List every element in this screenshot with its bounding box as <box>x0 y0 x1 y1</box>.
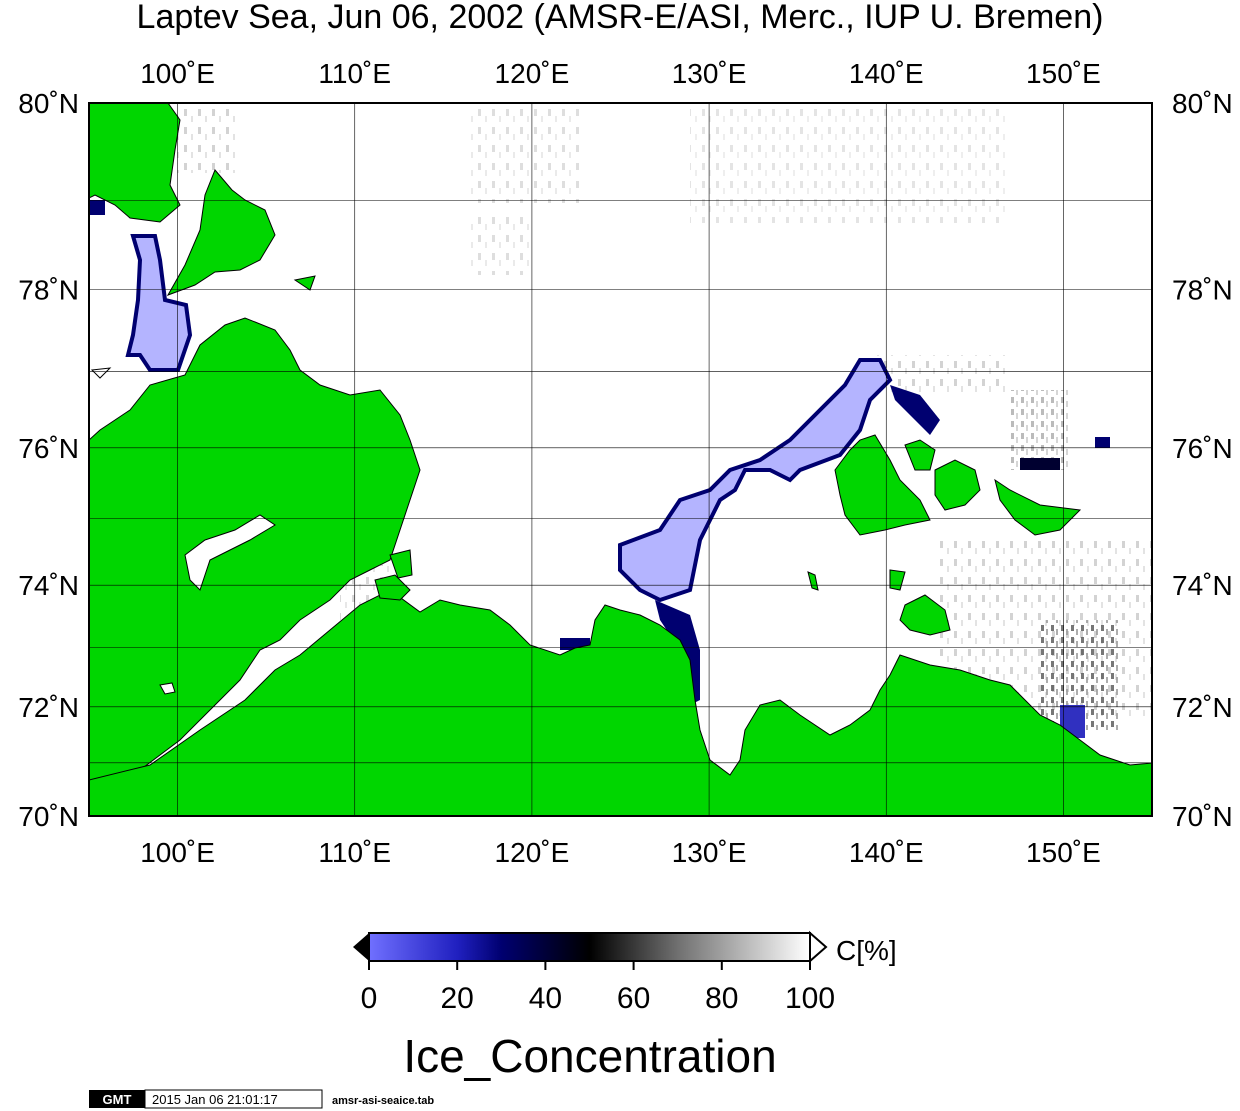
lon-label-top: 120˚E <box>495 58 570 89</box>
land-new-siberian-4 <box>994 478 1082 536</box>
gmt-logo-text: GMT <box>103 1092 132 1107</box>
graticule <box>89 103 1152 816</box>
map-frame <box>88 102 1153 817</box>
colorbar-right-arrow <box>809 930 828 964</box>
lat-labels-left: 80˚N 78˚N 76˚N 74˚N 72˚N 70˚N <box>18 88 79 832</box>
land-new-siberian-kotelny <box>834 434 931 536</box>
lat-label-left: 74˚N <box>18 570 79 601</box>
lat-label-left: 72˚N <box>18 692 79 723</box>
source-filename: amsr-asi-seaice.tab <box>332 1095 434 1107</box>
lon-label-top: 140˚E <box>849 58 924 89</box>
lat-label-left: 78˚N <box>18 275 79 306</box>
colorbar-scale <box>368 932 811 962</box>
colorbar-ticks: 0 20 40 60 80 100 <box>361 961 835 1015</box>
colorbar-tick-label: 80 <box>705 982 738 1015</box>
lat-label-left: 70˚N <box>18 801 79 832</box>
lon-label-bottom: 100˚E <box>140 837 215 868</box>
colorbar-left-arrow <box>353 933 369 961</box>
lon-label-bottom: 120˚E <box>495 837 570 868</box>
lat-label-right: 76˚N <box>1172 433 1233 464</box>
lon-label-bottom: 140˚E <box>849 837 924 868</box>
gmt-logo <box>89 1090 145 1108</box>
land-begichev <box>374 574 411 601</box>
lat-label-left: 80˚N <box>18 88 79 119</box>
colorbar-tick-label: 60 <box>617 982 650 1015</box>
lon-label-bottom: 110˚E <box>318 837 391 868</box>
timestamp: 2015 Jan 06 21:01:17 <box>152 1092 278 1107</box>
colorbar-tick-label: 100 <box>785 982 835 1015</box>
lat-label-right: 74˚N <box>1172 570 1233 601</box>
lon-label-top: 130˚E <box>672 58 747 89</box>
land-taymyr <box>89 317 421 791</box>
lon-label-top: 110˚E <box>318 58 391 89</box>
map-title: Laptev Sea, Jun 06, 2002 (AMSR-E/ASI, Me… <box>137 0 1104 36</box>
colorbar: 0 20 40 60 80 100 C[%] Ice_Concentration <box>353 930 897 1082</box>
lon-label-top: 150˚E <box>1026 58 1101 89</box>
footer: GMT 2015 Jan 06 21:01:17 amsr-asi-seaice… <box>89 1089 434 1109</box>
land-severnaya-zemlya <box>89 103 181 223</box>
land-new-siberian-2 <box>904 439 936 471</box>
lon-label-bottom: 150˚E <box>1026 837 1101 868</box>
lon-labels-bottom: 100˚E 110˚E 120˚E 130˚E 140˚E 150˚E <box>140 837 1101 868</box>
colorbar-unit: C[%] <box>836 935 897 966</box>
land-bolshevik-island <box>166 169 276 296</box>
lat-label-right: 80˚N <box>1172 88 1233 119</box>
colorbar-tick-label: 40 <box>529 982 562 1015</box>
lat-label-left: 76˚N <box>18 433 79 464</box>
lat-label-right: 72˚N <box>1172 692 1233 723</box>
lon-label-bottom: 130˚E <box>672 837 747 868</box>
land-small-island-1 <box>293 275 316 291</box>
lat-label-right: 78˚N <box>1172 275 1233 306</box>
lon-labels-top: 100˚E 110˚E 120˚E 130˚E 140˚E 150˚E <box>140 58 1101 89</box>
colorbar-tick-label: 20 <box>441 982 474 1015</box>
lon-label-top: 100˚E <box>140 58 215 89</box>
lakes <box>90 367 276 695</box>
timestamp-box <box>144 1089 323 1109</box>
land-new-siberian-3 <box>934 459 981 511</box>
colorbar-tick-label: 0 <box>361 982 378 1015</box>
lat-label-right: 70˚N <box>1172 801 1233 832</box>
land-small-island-3 <box>389 549 413 579</box>
lat-labels-right: 80˚N 78˚N 76˚N 74˚N 72˚N 70˚N <box>1172 88 1233 832</box>
map-area <box>89 103 1152 816</box>
land-bolshoy-lyakhovsky <box>899 594 951 636</box>
colorbar-label: Ice_Concentration <box>403 1030 776 1082</box>
